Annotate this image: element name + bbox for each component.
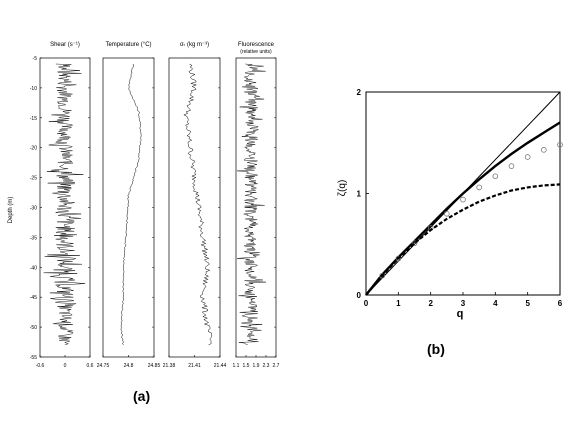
depth-axis-label: Depth (m): [8, 197, 14, 224]
profile-x-tick-label: 2.7: [273, 363, 280, 369]
profile-title: Shear (s⁻¹): [50, 42, 80, 48]
depth-tick-label: -5: [33, 56, 38, 62]
y-tick-label: 0: [357, 291, 362, 300]
x-tick-label: 6: [558, 299, 563, 308]
profile-title: σₜ (kg m⁻³): [180, 42, 209, 48]
series-line-dashed: [365, 183, 561, 296]
x-tick-label: 2: [428, 299, 433, 308]
panel-b-caption: (b): [427, 341, 445, 357]
profile-trace-fluorescence: [236, 63, 267, 345]
profile-title: Temperature (°C): [105, 42, 151, 48]
x-tick-label: 3: [461, 299, 466, 308]
data-point-circle: [476, 184, 482, 191]
profile-frame: [39, 57, 91, 358]
depth-tick-label: -55: [30, 355, 37, 361]
depth-tick-label: -10: [30, 86, 37, 92]
profile-x-tick-label: -0.6: [36, 363, 45, 369]
profile-x-tick-label: 1.5: [243, 363, 250, 369]
y-axis-label: ζ(q): [337, 180, 348, 197]
depth-tick-label: -45: [30, 295, 37, 301]
profile-x-tick-label: 0: [64, 363, 67, 369]
data-point-circle: [460, 196, 466, 203]
profile-x-tick-label: 24.85: [148, 363, 161, 369]
profile-x-tick-label: 24.75: [97, 363, 110, 369]
data-point-circle: [508, 163, 515, 169]
x-tick-label: 4: [493, 299, 498, 308]
data-point-circle: [541, 147, 547, 153]
x-axis-label: q: [457, 308, 464, 320]
data-point-circle: [395, 255, 402, 262]
depth-tick-label: -25: [30, 176, 37, 182]
profile-x-tick-label: 21.38: [163, 363, 176, 369]
profile-x-tick-label: 21.41: [188, 363, 201, 369]
x-tick-label: 1: [396, 299, 401, 308]
data-point-circle: [444, 211, 450, 217]
x-tick-label: 0: [364, 299, 369, 308]
profile-subtitle: (relative units): [240, 49, 272, 55]
profile-frame: [168, 57, 221, 358]
profile-x-tick-label: 1.9: [253, 363, 260, 369]
data-point-circle: [379, 272, 385, 279]
data-point-circle: [492, 173, 499, 180]
profile-x-tick-label: 21.44: [214, 363, 227, 369]
depth-tick-label: -15: [30, 116, 37, 122]
depth-tick-label: -50: [30, 325, 37, 331]
y-tick-label: 2: [357, 88, 362, 97]
panel-b: 0 1 2 3 4 5 6 0 1 2 q ζ(q): [337, 88, 563, 320]
profile-x-tick-label: 1.1: [233, 363, 240, 369]
profile-x-tick-label: 0.6: [87, 363, 94, 369]
series-line-thick-line: [365, 121, 561, 296]
depth-tick-label: -30: [30, 206, 37, 212]
depth-tick-label: -20: [30, 146, 37, 152]
panel-a: Depth (m) -5 -10 -15 -20 -25 -30 -35 -40 -45 -50 -5…: [8, 42, 280, 369]
data-point-circle: [557, 141, 563, 148]
data-point-circle: [524, 154, 531, 160]
profile-trace-sigma: [183, 63, 213, 346]
profile-x-tick-label: 24.8: [124, 363, 134, 369]
x-tick-label: 5: [525, 299, 530, 308]
y-tick-label: 1: [357, 190, 362, 199]
profile-trace-shear: [43, 63, 86, 345]
data-point-circle: [411, 240, 418, 247]
depth-tick-label: -40: [30, 265, 37, 271]
profile-title: Fluorescence: [238, 42, 275, 48]
depth-tick-label: -35: [30, 235, 37, 241]
profile-frame: [102, 57, 155, 358]
profile-x-tick-label: 2.3: [263, 363, 270, 369]
panel-a-caption: (a): [133, 388, 151, 404]
profile-trace-temperature: [120, 63, 142, 346]
